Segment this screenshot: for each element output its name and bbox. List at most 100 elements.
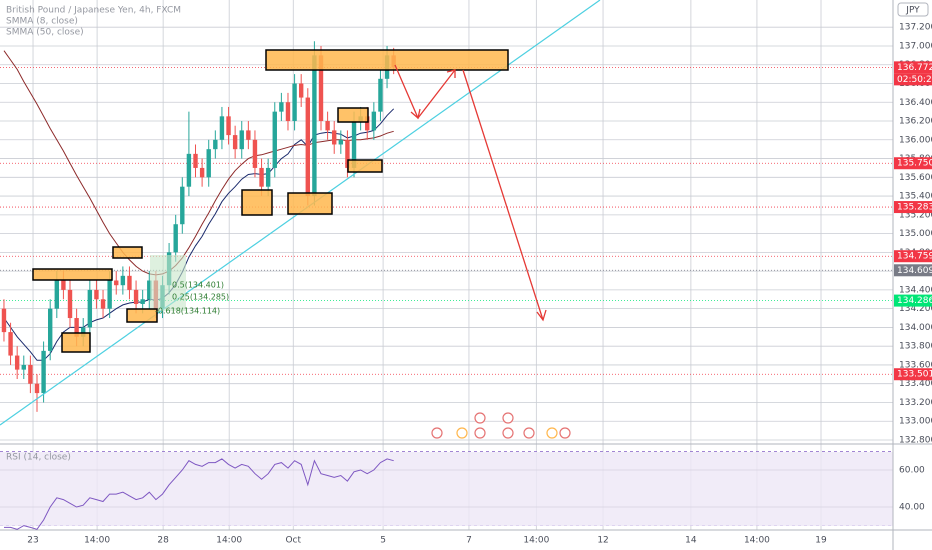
candle-body bbox=[74, 318, 79, 337]
candle-body bbox=[285, 102, 291, 122]
zone bbox=[61, 332, 91, 353]
arrow-head bbox=[446, 69, 456, 78]
y-tick-label: 133.000 bbox=[899, 417, 932, 427]
candle-body bbox=[213, 139, 218, 150]
event-icon bbox=[523, 427, 535, 439]
x-tick-label: 14:00 bbox=[216, 536, 242, 546]
y-tick-label: 134.400 bbox=[899, 285, 932, 295]
y-tick-label: 133.400 bbox=[899, 379, 932, 389]
rsi-legend: RSI (14, close) bbox=[6, 453, 71, 463]
price-label-box bbox=[894, 264, 932, 277]
y-tick-label: 136.200 bbox=[899, 117, 932, 127]
price-label: 134.609 bbox=[897, 266, 932, 276]
event-icon bbox=[474, 412, 486, 424]
candle-body bbox=[259, 167, 264, 187]
candle-body bbox=[292, 83, 297, 122]
zone bbox=[112, 246, 143, 259]
candle-body bbox=[100, 299, 106, 309]
fib-label: -0.618(134.114) bbox=[155, 307, 220, 316]
zone bbox=[126, 308, 158, 323]
candle-body bbox=[226, 116, 231, 136]
symbol-title: British Pound / Japanese Yen, 4h, FXCM bbox=[6, 6, 181, 16]
price-label: 136.772 bbox=[897, 63, 932, 73]
currency-button[interactable] bbox=[897, 2, 929, 17]
y-tick-label: 133.800 bbox=[899, 342, 932, 352]
candle-body bbox=[206, 149, 211, 178]
y-tick-label: 137.000 bbox=[899, 41, 932, 51]
price-label-box bbox=[894, 201, 932, 214]
candle-body bbox=[94, 289, 99, 300]
candle-body bbox=[325, 121, 330, 131]
candle-body bbox=[41, 350, 46, 394]
price-label-box bbox=[894, 61, 932, 74]
y-tick-label: 135.400 bbox=[899, 192, 932, 202]
candle-body bbox=[8, 332, 13, 356]
price-label-box bbox=[894, 250, 932, 263]
arrow bbox=[462, 69, 544, 321]
candle-body bbox=[193, 153, 198, 168]
candle-body bbox=[365, 116, 370, 131]
fib-label: 0.5(134.401) bbox=[172, 281, 224, 290]
candle-body bbox=[232, 135, 238, 150]
candle-body bbox=[21, 364, 26, 370]
arrow-head bbox=[410, 108, 421, 120]
candle-body bbox=[332, 130, 337, 145]
rsi-tick-label: 60.00 bbox=[899, 465, 925, 475]
y-tick-label: 132.800 bbox=[899, 436, 932, 446]
countdown-box bbox=[894, 73, 932, 86]
price-label: 135.283 bbox=[897, 203, 932, 213]
event-icon bbox=[546, 427, 558, 439]
event-icon bbox=[474, 427, 486, 439]
fib-label: 0.25(134.285) bbox=[172, 293, 229, 302]
y-tick-label: 137.200 bbox=[899, 23, 932, 33]
y-tick-label: 136.400 bbox=[899, 98, 932, 108]
candle-body bbox=[180, 186, 185, 225]
event-icon bbox=[502, 427, 514, 439]
y-tick-label: 135.200 bbox=[899, 210, 932, 220]
x-tick-label: 23 bbox=[27, 536, 38, 546]
x-tick-label: 14 bbox=[685, 536, 697, 546]
candle-body bbox=[312, 55, 317, 197]
zone bbox=[265, 49, 509, 71]
x-tick-label: Oct bbox=[285, 536, 301, 546]
countdown: 02:50:29 bbox=[897, 75, 932, 85]
x-tick-label: 12 bbox=[597, 536, 608, 546]
candle-body bbox=[338, 139, 344, 145]
price-label-box bbox=[894, 157, 932, 170]
candle-body bbox=[265, 167, 271, 187]
candle-body bbox=[272, 111, 277, 168]
candle-body bbox=[186, 153, 192, 187]
x-tick-label: 14:00 bbox=[523, 536, 549, 546]
x-tick-label: 28 bbox=[157, 536, 169, 546]
smma-line bbox=[3, 50, 394, 276]
candle-body bbox=[173, 224, 178, 253]
candle-body bbox=[351, 121, 357, 168]
currency-label[interactable]: JPY bbox=[905, 6, 920, 16]
fib-zone bbox=[150, 255, 186, 311]
y-tick-label: 133.600 bbox=[899, 360, 932, 370]
event-icon bbox=[559, 427, 571, 439]
price-label-box bbox=[894, 368, 932, 381]
candle-body bbox=[279, 102, 284, 112]
candle-body bbox=[120, 275, 126, 286]
y-tick-label: 133.200 bbox=[899, 398, 932, 408]
candle-body bbox=[252, 139, 258, 168]
drawings: 0.5(134.401) 0.25(134.285) -0.618(134.11… bbox=[0, 0, 601, 439]
candle-body bbox=[87, 289, 93, 328]
candle-body bbox=[107, 280, 112, 309]
x-tick-label: 14:00 bbox=[744, 536, 770, 546]
candle-body bbox=[1, 308, 7, 333]
rsi-band bbox=[0, 452, 893, 526]
price-label: 133.501 bbox=[897, 370, 932, 380]
y-tick-label: 136.000 bbox=[899, 135, 932, 145]
candle-body bbox=[114, 280, 119, 286]
zone bbox=[287, 192, 333, 215]
candle-body bbox=[378, 78, 383, 112]
y-tick-label: 134.000 bbox=[899, 323, 932, 333]
y-tick-label: 135.000 bbox=[899, 229, 932, 239]
candle-body bbox=[345, 139, 350, 168]
candle-body bbox=[54, 280, 60, 309]
x-tick-label: 7 bbox=[466, 536, 472, 546]
candle-body bbox=[199, 167, 205, 178]
candle-body bbox=[147, 280, 152, 300]
